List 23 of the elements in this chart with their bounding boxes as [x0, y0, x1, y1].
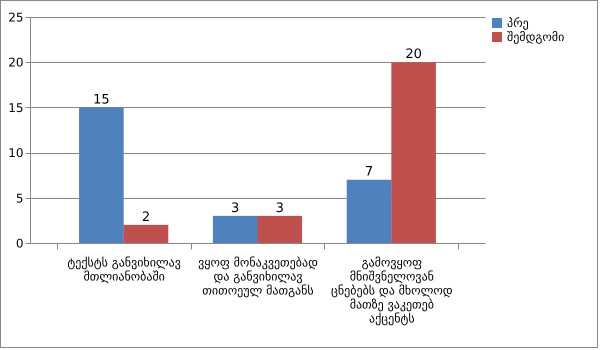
x-tick-label: ტექსტს განვიხილავ მთლიანობაში — [67, 256, 181, 284]
y-tick-label: 10 — [8, 146, 24, 160]
y-tick-label: 0 — [16, 236, 24, 250]
bar — [124, 224, 168, 243]
data-label: 3 — [276, 200, 284, 216]
data-label: 15 — [93, 92, 110, 108]
x-tick-label: გამოვყოფ მნიშვნელოვან ცნებებს და მხოლოდ მათზე ვაკეთებ აქცენტს — [331, 256, 453, 326]
data-label: 3 — [231, 200, 240, 216]
y-tick-label: 15 — [8, 100, 24, 115]
bar — [346, 180, 392, 243]
legend-label: პრე — [507, 16, 529, 30]
y-tick-label: 25 — [8, 10, 24, 24]
bar — [212, 216, 258, 243]
data-label: 7 — [364, 164, 374, 180]
bar — [258, 216, 302, 243]
data-label: 2 — [142, 210, 150, 225]
y-tick-label: 20 — [8, 56, 24, 70]
bar — [79, 107, 124, 243]
x-tick-label: ვყოფ მონაკვეთებად და განვიხილავ თითოეულ მათგანს — [198, 256, 318, 298]
y-tick-label: 5 — [16, 191, 24, 206]
bar — [391, 62, 436, 243]
data-label: 20 — [405, 47, 422, 62]
legend-label: შემდგომი — [507, 30, 564, 44]
